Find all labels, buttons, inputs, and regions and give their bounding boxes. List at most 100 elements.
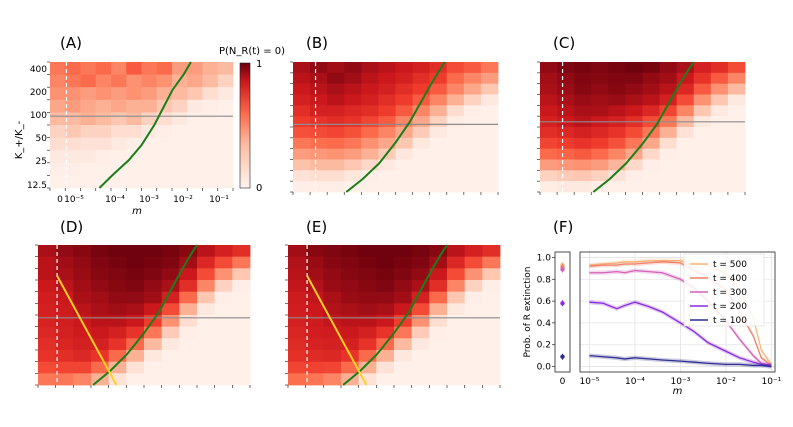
heatmap-cell (293, 83, 311, 95)
heatmap-cell (361, 94, 379, 106)
heatmap-cell (293, 181, 311, 193)
heatmap-cell (144, 291, 163, 304)
heatmap-cell (80, 112, 97, 126)
heatmap-cell (482, 373, 501, 386)
heatmap-cell (446, 62, 465, 74)
heatmap-cell (305, 245, 324, 258)
series-line (589, 354, 772, 368)
heatmap-cell (305, 315, 324, 328)
heatmap-cell (293, 159, 311, 171)
heatmap-cell (710, 72, 729, 85)
heatmap-cell (429, 105, 448, 117)
ytick-label: 1.0 (537, 253, 552, 263)
heatmap-cell (591, 94, 609, 106)
xtick-label: 10⁻³ (139, 195, 159, 205)
heatmap-cell (361, 127, 379, 139)
heatmap-cell (327, 62, 345, 74)
legend-label: t = 100 (713, 316, 747, 326)
heatmap-cell (447, 361, 466, 374)
heatmap-cell (232, 350, 251, 363)
heatmap-cell (710, 170, 729, 182)
heatmap-cell (642, 105, 660, 117)
heatmap-cell (161, 338, 180, 351)
heatmap-cell (73, 256, 92, 269)
xtick-label: 10⁻² (716, 377, 736, 387)
heatmap-cell (447, 280, 466, 293)
heatmap-cell (126, 87, 142, 101)
heatmap-cell (179, 361, 198, 374)
heatmap-cell (344, 72, 362, 85)
heatmap-cell (144, 326, 163, 339)
heatmap-cell (179, 315, 198, 328)
heatmap-cell (710, 137, 729, 150)
heatmap-cell (202, 125, 219, 138)
heatmap-cell (574, 62, 592, 74)
heatmap-cell (156, 150, 173, 164)
heatmap-cell (394, 245, 413, 258)
heatmap-cell (65, 137, 81, 151)
heatmap-cell (574, 170, 592, 182)
heatmap-cell (676, 105, 695, 117)
heatmap-cell (429, 315, 448, 328)
heatmap-cell (111, 125, 127, 138)
heatmap-cell (625, 72, 643, 85)
heatmap-cell (676, 83, 695, 95)
heatmap-cell (50, 112, 66, 126)
heatmap-cell (376, 326, 395, 339)
heatmap-cell (327, 94, 345, 106)
xtick-label: 10⁻⁴ (105, 195, 125, 205)
heatmap-cell (126, 256, 145, 269)
heatmap-cell (693, 181, 712, 193)
heatmap-cell (361, 181, 379, 193)
heatmap-cell (429, 303, 448, 316)
heatmap-cell (179, 280, 198, 293)
heatmap-cell (232, 361, 251, 374)
xtick-label: 10⁻¹ (209, 195, 229, 205)
heatmap-cell (482, 291, 501, 304)
heatmap-cell (108, 280, 127, 293)
heatmap-cell (214, 350, 233, 363)
heatmap-cell (693, 72, 712, 85)
heatmap-cell (446, 148, 465, 160)
heatmap-cell (361, 159, 379, 171)
heatmap-cell (540, 105, 558, 117)
heatmap-cell (55, 315, 74, 328)
heatmap-cell (293, 148, 311, 160)
heatmap-cell (376, 245, 395, 258)
heatmap-cell (197, 350, 216, 363)
heatmap-cell (378, 105, 396, 117)
heatmap-cell (80, 74, 97, 88)
heatmap-cell (305, 268, 324, 281)
heatmap-cell (625, 83, 643, 95)
heatmap-cell (95, 62, 112, 75)
heatmap-cell (310, 72, 328, 85)
heatmap-cell (197, 338, 216, 351)
legend-label: t = 200 (713, 302, 747, 312)
heatmap-cell (55, 373, 74, 386)
heatmap-cell (463, 94, 482, 106)
heatmap-cell (464, 280, 483, 293)
heatmap-cell (341, 326, 360, 339)
heatmap-cell (710, 181, 729, 193)
heatmap-cell (50, 137, 66, 151)
heatmap-cell (126, 373, 145, 386)
heatmap-cell (659, 105, 678, 117)
heatmap-cell (187, 162, 203, 176)
heatmap-cell (378, 72, 396, 85)
heatmap-cell (446, 105, 465, 117)
heatmap-cell (429, 373, 448, 386)
heatmap-cell (727, 159, 746, 171)
heatmap-cell (574, 137, 592, 150)
heatmap-cell (693, 148, 712, 160)
heatmap-cell (217, 175, 234, 189)
heatmap-cell (376, 256, 395, 269)
heatmap-cell (126, 350, 145, 363)
heatmap-cell (327, 105, 345, 117)
heatmap-cell (197, 291, 216, 304)
heatmap-cell (463, 105, 482, 117)
heatmap-cell (327, 137, 345, 150)
heatmap-cell (464, 350, 483, 363)
heatmap-cell (50, 125, 66, 138)
plot-frame (579, 251, 776, 373)
heatmap-cell (557, 83, 575, 95)
